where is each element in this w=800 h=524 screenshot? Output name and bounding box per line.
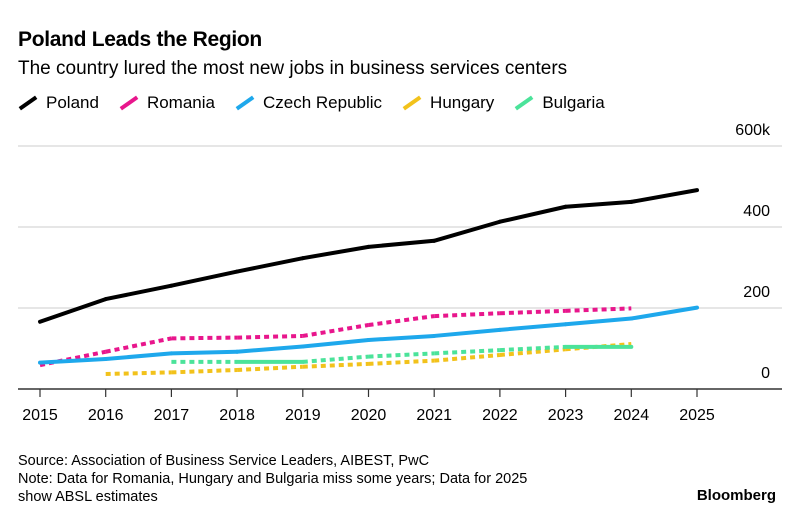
note-text: Note: Data for Romania, Hungary and Bulg… (18, 471, 528, 487)
x-tick-label: 2017 (154, 407, 190, 424)
series-segment-hungary (368, 358, 435, 366)
x-tick-label: 2022 (482, 407, 518, 424)
y-tick-label: 600k (735, 122, 771, 139)
legend-item: Bulgaria (514, 93, 605, 113)
series-segment-czech-republic (169, 349, 240, 356)
series-segment-czech-republic (235, 344, 305, 354)
note-text-2: show ABSL estimates (18, 489, 158, 505)
series-segment-bulgaria (368, 351, 435, 359)
legend-label: Poland (46, 93, 99, 112)
series-segment-hungary (105, 370, 172, 377)
legend-item: Romania (119, 93, 215, 113)
legend-item: Hungary (402, 93, 494, 113)
legend-item: Poland (18, 93, 99, 113)
chart-subtitle: The country lured the most new jobs in b… (18, 58, 568, 79)
series-segment-poland (38, 297, 108, 324)
series-segment-czech-republic (366, 333, 437, 342)
series-segment-poland (629, 188, 699, 204)
y-tick-label: 400 (743, 203, 770, 220)
x-tick-label: 2018 (219, 407, 255, 424)
series-segment-poland (497, 204, 568, 224)
series-segment-bulgaria (434, 348, 500, 356)
series-segment-czech-republic (103, 351, 174, 362)
legend-label: Czech Republic (262, 93, 383, 112)
series-segment-czech-republic (497, 322, 568, 332)
series-segment-poland (103, 283, 174, 302)
x-tick-label: 2019 (285, 407, 321, 424)
x-tick-label: 2016 (88, 407, 124, 424)
series-segment-romania (237, 333, 303, 340)
bloomberg-logo: Bloomberg (696, 487, 776, 504)
legend-label: Bulgaria (542, 93, 605, 112)
series-segment-poland (563, 199, 634, 209)
x-tick-label: 2025 (679, 407, 715, 424)
series-segment-romania (499, 308, 566, 316)
series-segment-czech-republic (38, 357, 108, 365)
series-segment-hungary (302, 361, 369, 369)
series-segment-hungary (434, 352, 501, 363)
series-segment-poland (169, 269, 240, 288)
series-segment-romania (565, 306, 632, 313)
x-tick-label: 2021 (416, 407, 452, 424)
series-segment-czech-republic (563, 316, 634, 327)
series-segment-romania (368, 314, 435, 327)
legend-item: Czech Republic (235, 93, 382, 113)
x-tick-label: 2020 (351, 407, 387, 424)
series-segment-romania (105, 336, 172, 354)
series-segment-poland (300, 244, 371, 261)
series-segment-czech-republic (300, 337, 371, 349)
series-segment-hungary (171, 367, 238, 375)
series-segment-czech-republic (629, 305, 699, 321)
x-tick-label: 2015 (22, 407, 58, 424)
series-segment-czech-republic (432, 327, 502, 338)
series-segment-romania (434, 311, 500, 319)
legend-label: Hungary (430, 93, 495, 112)
chart-title: Poland Leads the Region (18, 28, 262, 51)
series-segment-bulgaria (499, 344, 566, 353)
series-segment-romania (171, 335, 238, 341)
source-note: Source: Association of Business Service … (18, 452, 527, 506)
series-segment-poland (235, 256, 305, 274)
series-segment-bulgaria (302, 354, 369, 364)
legend: Poland Romania Czech Republic Hungary Bulgar… (18, 93, 605, 113)
x-tick-label: 2023 (548, 407, 584, 424)
series-segment-poland (366, 238, 437, 249)
series-segment-romania (302, 323, 369, 338)
y-tick-label: 0 (761, 365, 770, 382)
y-tick-label: 200 (743, 284, 770, 301)
series-segment-hungary (499, 347, 566, 357)
source-text: Source: Association of Business Service … (18, 453, 430, 469)
x-tick-label: 2024 (614, 407, 650, 424)
series-segment-poland (432, 219, 502, 243)
series-segment-hungary (237, 364, 303, 372)
legend-label: Romania (146, 93, 215, 112)
